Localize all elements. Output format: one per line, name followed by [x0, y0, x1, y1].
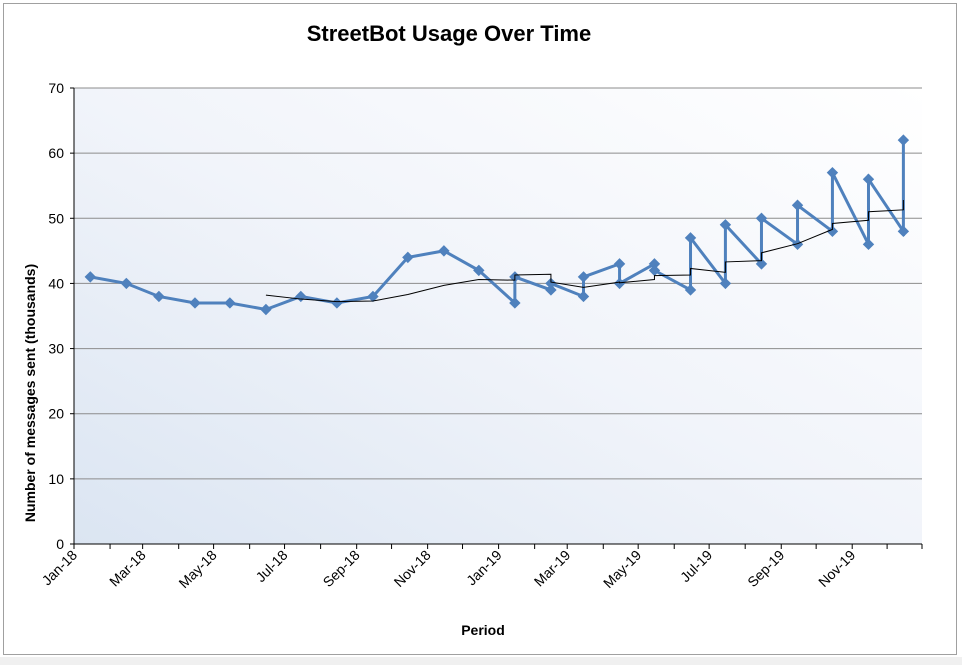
x-tick-label: May-18 [175, 547, 219, 591]
data-point [862, 238, 875, 251]
data-point [719, 277, 732, 290]
x-tick-label: Jan-18 [39, 547, 81, 589]
gridlines [74, 87, 922, 480]
data-point [577, 290, 590, 303]
y-tick-label: 40 [48, 275, 64, 291]
data-point [613, 258, 626, 270]
y-tick-label: 50 [48, 210, 64, 226]
x-tick-label: Mar-19 [531, 547, 574, 590]
y-tick-label: 60 [48, 145, 64, 161]
data-point [153, 290, 165, 303]
data-point [224, 297, 236, 309]
x-tick-label: Mar-18 [106, 547, 149, 590]
y-tick-label: 20 [48, 406, 64, 422]
data-point [684, 232, 697, 244]
y-axis-label: Number of messages sent (thousands) [22, 264, 38, 522]
data-point [826, 166, 839, 179]
data-point [189, 297, 201, 309]
x-axis-label: Period [461, 622, 505, 638]
data-point [402, 251, 414, 264]
data-point [260, 303, 272, 316]
x-tick-label: May-19 [600, 547, 644, 591]
bottom-strip [0, 657, 962, 665]
series-line-1 [265, 200, 904, 303]
x-tick-label: Jul-19 [677, 547, 715, 585]
data-point [473, 264, 485, 277]
series-group [84, 134, 910, 316]
y-tick-label: 0 [56, 536, 64, 552]
data-point [545, 284, 557, 296]
data-point [719, 219, 732, 231]
data-point [577, 271, 590, 283]
x-tick-label: Sep-19 [744, 547, 787, 590]
data-point [897, 134, 910, 146]
x-tick-label: Jul-18 [252, 547, 290, 585]
data-point [684, 284, 697, 296]
data-point [545, 277, 557, 290]
data-point [862, 173, 875, 185]
chart-title: StreetBot Usage Over Time [307, 21, 591, 46]
data-point [509, 297, 521, 309]
plot-area [74, 88, 922, 544]
data-point [755, 212, 768, 224]
y-tick-label: 70 [48, 80, 64, 96]
data-point [755, 258, 768, 270]
y-tick-label: 10 [48, 471, 64, 487]
data-point [826, 225, 839, 238]
x-tick-label: Sep-18 [320, 547, 363, 590]
x-tick-label: Nov-18 [391, 547, 434, 590]
data-point [791, 199, 804, 211]
x-tick-label: Nov-19 [815, 547, 858, 590]
data-point [84, 271, 96, 283]
data-point [613, 277, 626, 290]
y-tick-label: 30 [48, 341, 64, 357]
x-tick-label: Jan-19 [463, 547, 505, 589]
data-point [897, 225, 910, 238]
data-point [438, 245, 450, 257]
data-point [120, 277, 133, 290]
